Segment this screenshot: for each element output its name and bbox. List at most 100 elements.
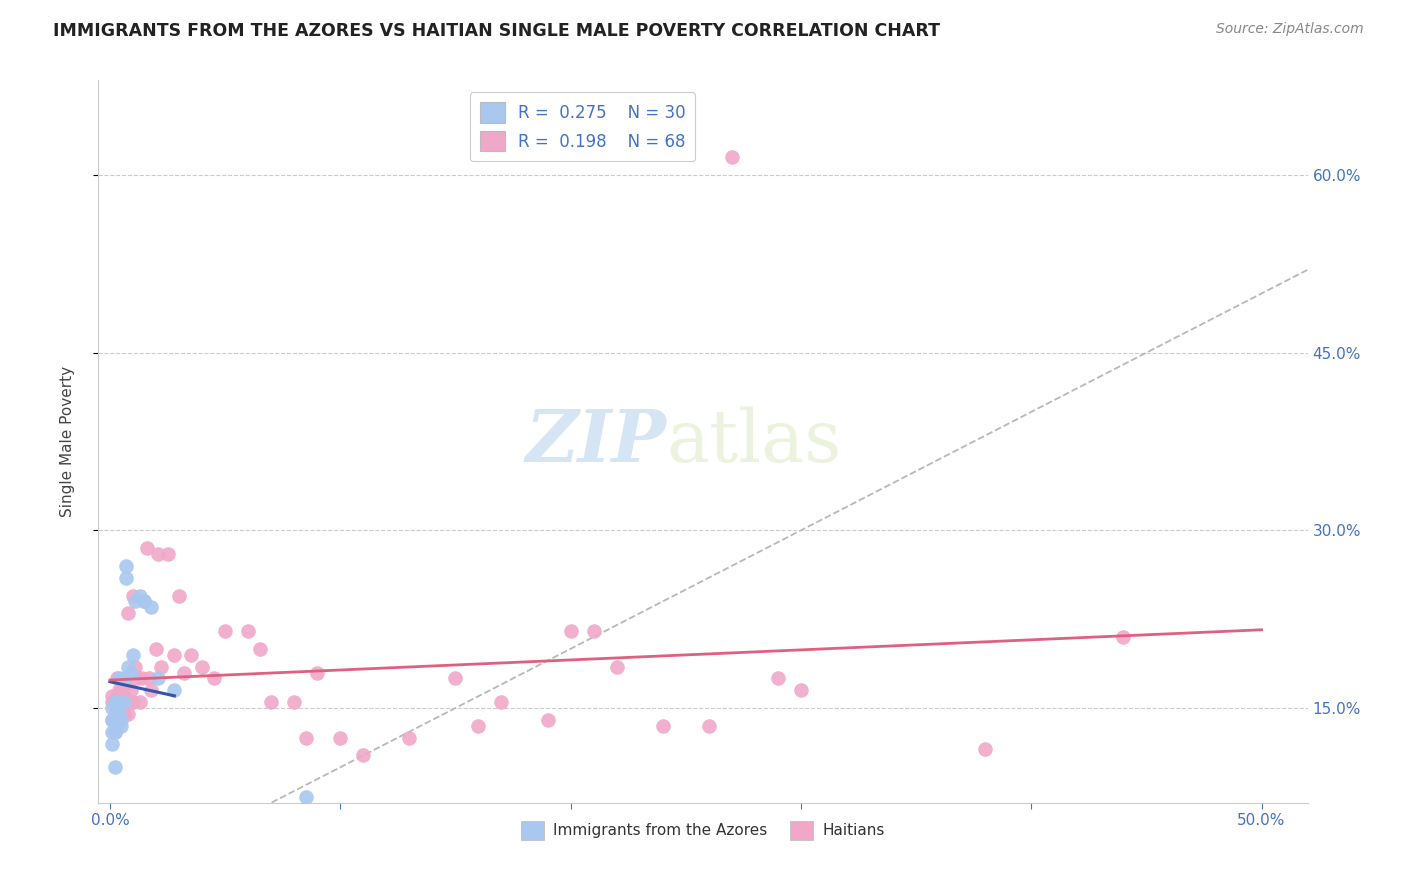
Point	[352, 748, 374, 763]
Point	[214, 624, 236, 638]
Point	[560, 624, 582, 638]
Point	[138, 672, 160, 686]
Point	[103, 713, 125, 727]
Point	[115, 571, 138, 585]
Point	[115, 677, 138, 691]
Point	[105, 695, 128, 709]
Point	[134, 594, 156, 608]
Point	[163, 683, 186, 698]
Point	[720, 150, 742, 164]
Point	[163, 648, 186, 662]
Point	[127, 672, 149, 686]
Point	[148, 672, 170, 686]
Point	[444, 672, 467, 686]
Point	[105, 706, 128, 721]
Point	[167, 589, 190, 603]
Legend: Immigrants from the Azores, Haitians: Immigrants from the Azores, Haitians	[515, 815, 891, 846]
Point	[307, 665, 329, 680]
Point	[101, 701, 124, 715]
Point	[112, 706, 135, 721]
Point	[131, 672, 153, 686]
Point	[110, 713, 132, 727]
Point	[180, 648, 202, 662]
Point	[491, 695, 513, 709]
Point	[283, 695, 305, 709]
Point	[249, 641, 271, 656]
Point	[974, 742, 997, 756]
Point	[101, 695, 124, 709]
Point	[110, 683, 132, 698]
Point	[156, 547, 179, 561]
Point	[141, 683, 163, 698]
Point	[112, 672, 135, 686]
Point	[128, 695, 150, 709]
Point	[398, 731, 420, 745]
Point	[191, 659, 214, 673]
Point	[173, 665, 195, 680]
Point	[122, 648, 145, 662]
Point	[790, 683, 813, 698]
Point	[112, 689, 135, 703]
Point	[108, 695, 131, 709]
Point	[294, 731, 316, 745]
Point	[108, 713, 131, 727]
Point	[117, 706, 139, 721]
Point	[105, 672, 128, 686]
Text: ZIP: ZIP	[526, 406, 666, 477]
Point	[124, 659, 146, 673]
Text: Source: ZipAtlas.com: Source: ZipAtlas.com	[1216, 22, 1364, 37]
Point	[606, 659, 628, 673]
Point	[110, 706, 132, 721]
Point	[582, 624, 605, 638]
Point	[117, 659, 139, 673]
Point	[105, 719, 128, 733]
Point	[697, 719, 720, 733]
Text: atlas: atlas	[666, 406, 842, 477]
Point	[135, 541, 157, 556]
Point	[110, 695, 132, 709]
Point	[101, 724, 124, 739]
Point	[103, 760, 125, 774]
Point	[149, 659, 172, 673]
Point	[536, 713, 558, 727]
Point	[103, 695, 125, 709]
Point	[115, 558, 138, 573]
Point	[141, 600, 163, 615]
Point	[145, 641, 167, 656]
Point	[108, 695, 131, 709]
Point	[134, 594, 156, 608]
Point	[122, 589, 145, 603]
Point	[105, 689, 128, 703]
Y-axis label: Single Male Poverty: Single Male Poverty	[60, 366, 75, 517]
Point	[148, 547, 170, 561]
Point	[103, 724, 125, 739]
Point	[101, 737, 124, 751]
Point	[108, 683, 131, 698]
Point	[105, 706, 128, 721]
Text: IMMIGRANTS FROM THE AZORES VS HAITIAN SINGLE MALE POVERTY CORRELATION CHART: IMMIGRANTS FROM THE AZORES VS HAITIAN SI…	[53, 22, 941, 40]
Point	[103, 706, 125, 721]
Point	[117, 607, 139, 621]
Point	[260, 695, 283, 709]
Point	[103, 724, 125, 739]
Point	[128, 589, 150, 603]
Point	[120, 665, 142, 680]
Point	[202, 672, 225, 686]
Point	[766, 672, 789, 686]
Point	[294, 789, 316, 804]
Point	[105, 695, 128, 709]
Point	[112, 695, 135, 709]
Point	[120, 683, 142, 698]
Point	[1112, 630, 1135, 644]
Point	[467, 719, 489, 733]
Point	[101, 713, 124, 727]
Point	[329, 731, 352, 745]
Point	[122, 695, 145, 709]
Point	[108, 672, 131, 686]
Point	[651, 719, 673, 733]
Point	[108, 706, 131, 721]
Point	[236, 624, 259, 638]
Point	[120, 695, 142, 709]
Point	[110, 719, 132, 733]
Point	[101, 689, 124, 703]
